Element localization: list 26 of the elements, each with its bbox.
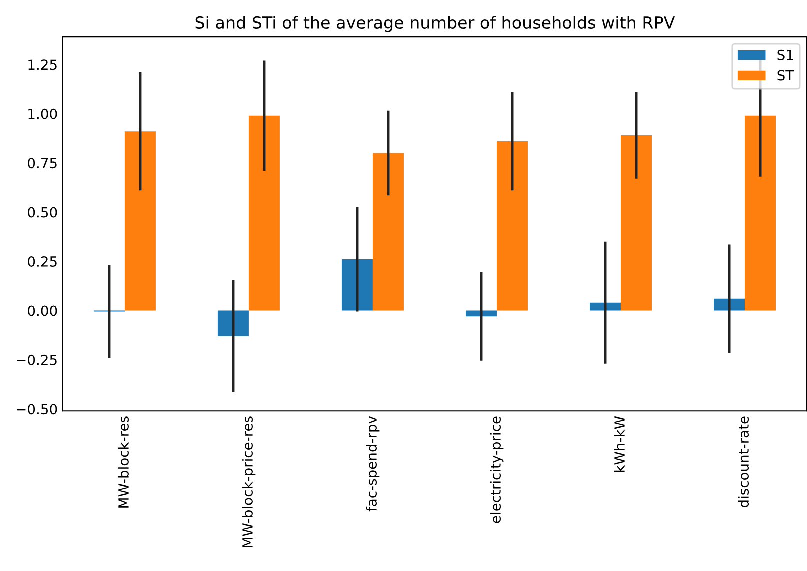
bar xyxy=(372,153,404,311)
bar xyxy=(744,116,776,311)
y-tick-label: 0.75 xyxy=(28,158,57,169)
x-tick-label: MW-block-res xyxy=(118,416,129,508)
x-tick-label: discount-rate xyxy=(738,416,750,508)
legend-label: ST xyxy=(778,70,794,81)
y-tick-label: 0.00 xyxy=(28,306,58,316)
x-tick-label: fac-spend-rpv xyxy=(366,416,380,512)
x-tick-label: electricity-price xyxy=(490,416,504,524)
y-tick-label: 1.25 xyxy=(28,60,57,70)
bar xyxy=(466,310,497,317)
bar xyxy=(496,141,528,311)
bar xyxy=(124,132,156,311)
x-tick-label: kWh-kW xyxy=(614,416,625,472)
x-tick-label: MW-block-price-res xyxy=(242,416,256,548)
chart-title: Si and STi of the average number of households with RPV xyxy=(196,16,676,32)
bar xyxy=(620,136,652,311)
y-tick-label: −0.25 xyxy=(16,354,57,366)
legend-label: S1 xyxy=(778,50,794,60)
bar xyxy=(218,310,249,336)
bar xyxy=(342,260,373,311)
bar xyxy=(248,116,280,311)
y-tick-label: 1.00 xyxy=(28,108,58,120)
y-tick-label: 0.50 xyxy=(28,207,58,218)
y-tick-label: 0.25 xyxy=(28,256,57,267)
y-tick-label: −0.50 xyxy=(16,404,58,415)
